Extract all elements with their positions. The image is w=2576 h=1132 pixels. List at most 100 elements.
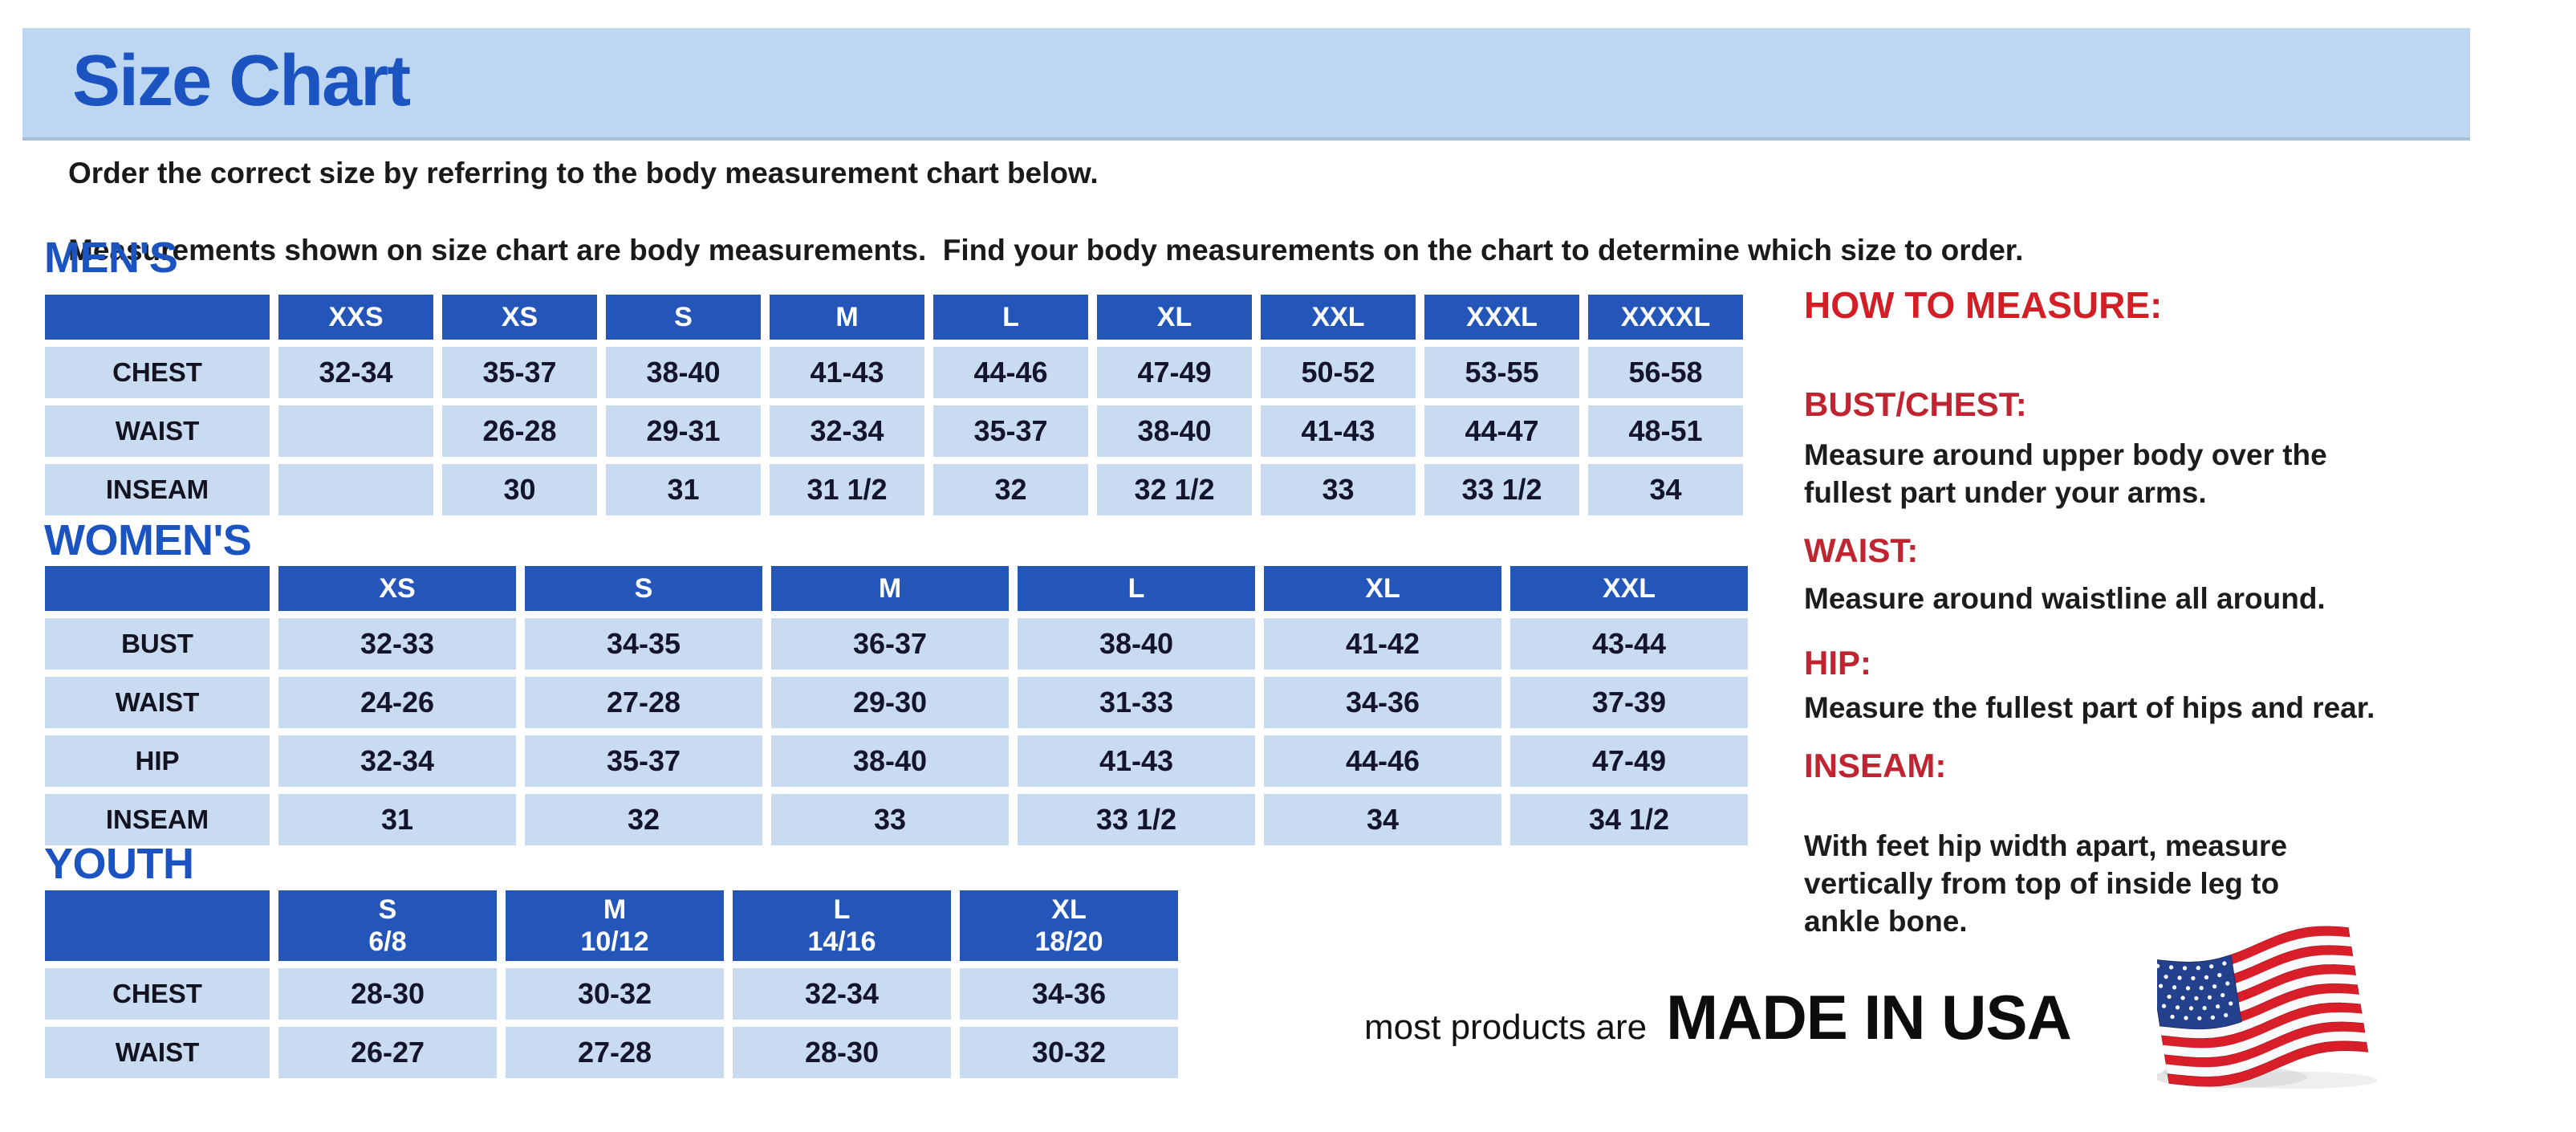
size-value-cell: 33 1/2 <box>1424 464 1579 515</box>
size-value-cell: 41-43 <box>770 347 924 398</box>
measure-label-waist: WAIST: <box>1804 531 1919 569</box>
womens-row-bust: BUST 32-33 34-35 36-37 38-40 41-42 43-44 <box>45 618 1748 670</box>
size-value-cell: 41-42 <box>1264 618 1501 670</box>
mens-col-header-xs: XS <box>442 295 597 340</box>
flag-star <box>2212 984 2217 989</box>
measure-text-bust-chest: Measure around upper body over the fulle… <box>1804 438 2327 509</box>
made-in-usa-prefix: most products are <box>1364 1008 1648 1047</box>
row-label-cell: WAIST <box>45 405 270 457</box>
womens-col-header-xl: XL <box>1264 566 1501 611</box>
flag-star <box>2225 981 2230 986</box>
womens-col-header-xs: XS <box>278 566 516 611</box>
size-value-cell: 44-46 <box>1264 735 1501 787</box>
section-heading-womens: WOMEN'S <box>44 516 252 564</box>
flag-star <box>2188 1006 2194 1011</box>
usa-flag-svg <box>2157 926 2378 1089</box>
youth-col-header-m-10-12: M 10/12 <box>506 890 724 961</box>
size-value-cell: 34-36 <box>960 968 1178 1020</box>
mens-row-waist: WAIST 26-28 29-31 32-34 35-37 38-40 41-43 44-47… <box>45 405 1743 457</box>
flag-star <box>2185 986 2191 991</box>
flag-star <box>2215 1004 2220 1009</box>
size-value-cell: 31 <box>278 794 516 845</box>
mens-row-inseam: INSEAM 30 31 31 1/2 32 32 1/2 33 33 1/2 34 <box>45 464 1743 515</box>
size-value-cell: 30 <box>442 464 597 515</box>
mens-header-row: XXS XS S M L XL XXL XXXL XXXXL <box>45 295 1743 340</box>
size-value-cell: 41-43 <box>1018 735 1255 787</box>
flag-star <box>2229 1001 2233 1006</box>
womens-row-waist: WAIST 24-26 27-28 29-30 31-33 34-36 37-39 <box>45 677 1748 728</box>
size-value-cell: 30-32 <box>960 1027 1178 1078</box>
title-banner: Size Chart <box>22 28 2470 140</box>
womens-corner-cell <box>45 566 270 611</box>
womens-col-header-m: M <box>771 566 1009 611</box>
flag-star <box>2222 961 2227 966</box>
size-value-cell: 30-32 <box>506 968 724 1020</box>
made-in-usa-text: MADE IN USA <box>1666 982 2072 1053</box>
womens-row-inseam: INSEAM 31 32 33 33 1/2 34 34 1/2 <box>45 794 1748 845</box>
size-value-cell: 38-40 <box>606 347 761 398</box>
row-label-cell: WAIST <box>45 677 270 728</box>
flag-star <box>2202 1005 2207 1011</box>
how-to-measure-heading: HOW TO MEASURE: <box>1804 284 2163 326</box>
womens-col-header-l: L <box>1018 566 1255 611</box>
youth-header-row: S 6/8 M 10/12 L 14/16 XL 18/20 <box>45 890 1178 961</box>
womens-col-header-xxl: XXL <box>1510 566 1748 611</box>
youth-size-table: S 6/8 M 10/12 L 14/16 XL 18/20 CHEST 28-30 30-… <box>36 883 1187 1085</box>
size-value-cell: 34-35 <box>525 618 762 670</box>
mens-col-header-l: L <box>933 295 1088 340</box>
size-value-cell: 56-58 <box>1588 347 1743 398</box>
size-value-cell: 29-30 <box>771 677 1009 728</box>
size-value-cell: 33 <box>771 794 1009 845</box>
size-value-cell: 29-31 <box>606 405 761 457</box>
mens-corner-cell <box>45 295 270 340</box>
youth-corner-cell <box>45 890 270 961</box>
flag-star <box>2217 972 2222 978</box>
size-value-cell: 32 <box>933 464 1088 515</box>
flag-star <box>2170 1014 2175 1020</box>
intro-line-2: Measurements shown on size chart are bod… <box>68 234 2024 267</box>
size-value-cell: 28-30 <box>733 1027 951 1078</box>
flag-star <box>2207 995 2212 1000</box>
size-value-cell: 31 <box>606 464 761 515</box>
mens-col-header-xxs: XXS <box>278 295 433 340</box>
size-value-cell: 38-40 <box>1097 405 1252 457</box>
flag-star <box>2177 975 2182 980</box>
size-value-cell: 50-52 <box>1261 347 1416 398</box>
flag-star <box>2164 974 2168 979</box>
measure-label-bust-chest: BUST/CHEST: <box>1804 385 2027 423</box>
intro-line-1: Order the correct size by referring to t… <box>68 157 1099 189</box>
flag-star <box>2158 983 2164 988</box>
size-value-cell <box>278 405 433 457</box>
size-value-cell: 27-28 <box>506 1027 724 1078</box>
size-value-cell: 47-49 <box>1097 347 1252 398</box>
size-value-cell: 32 1/2 <box>1097 464 1252 515</box>
measure-text-hip: Measure the fullest part of hips and rea… <box>1804 691 2375 724</box>
flag-star <box>2167 994 2172 1000</box>
size-value-cell: 44-47 <box>1424 405 1579 457</box>
row-label-cell: BUST <box>45 618 270 670</box>
row-label-cell: CHEST <box>45 347 270 398</box>
size-value-cell: 35-37 <box>525 735 762 787</box>
size-value-cell: 36-37 <box>771 618 1009 670</box>
mens-col-header-xxxxl: XXXXL <box>1588 295 1743 340</box>
size-value-cell: 26-27 <box>278 1027 497 1078</box>
size-value-cell <box>278 464 433 515</box>
how-to-measure-panel: HOW TO MEASURE: BUST/CHEST: Measure aroun… <box>1804 283 2534 940</box>
size-value-cell: 38-40 <box>771 735 1009 787</box>
mens-row-chest: CHEST 32-34 35-37 38-40 41-43 44-46 47-49 50-52… <box>45 347 1743 398</box>
mens-size-table: XXS XS S M L XL XXL XXXL XXXXL CHEST 32-34 35-37 38-… <box>36 287 1752 523</box>
row-label-cell: HIP <box>45 735 270 787</box>
youth-row-waist: WAIST 26-27 27-28 28-30 30-32 <box>45 1027 1178 1078</box>
measure-text-waist: Measure around waistline all around. <box>1804 582 2326 615</box>
usa-flag-icon <box>2157 923 2395 1095</box>
size-value-cell: 32 <box>525 794 762 845</box>
size-value-cell: 31 1/2 <box>770 464 924 515</box>
size-value-cell: 32-34 <box>278 735 516 787</box>
flag-star <box>2199 986 2204 991</box>
flag-star <box>2172 985 2177 990</box>
size-value-cell: 43-44 <box>1510 618 1748 670</box>
flag-star <box>2197 1016 2202 1021</box>
size-value-cell: 31-33 <box>1018 677 1255 728</box>
youth-row-chest: CHEST 28-30 30-32 32-34 34-36 <box>45 968 1178 1020</box>
row-label-cell: CHEST <box>45 968 270 1020</box>
